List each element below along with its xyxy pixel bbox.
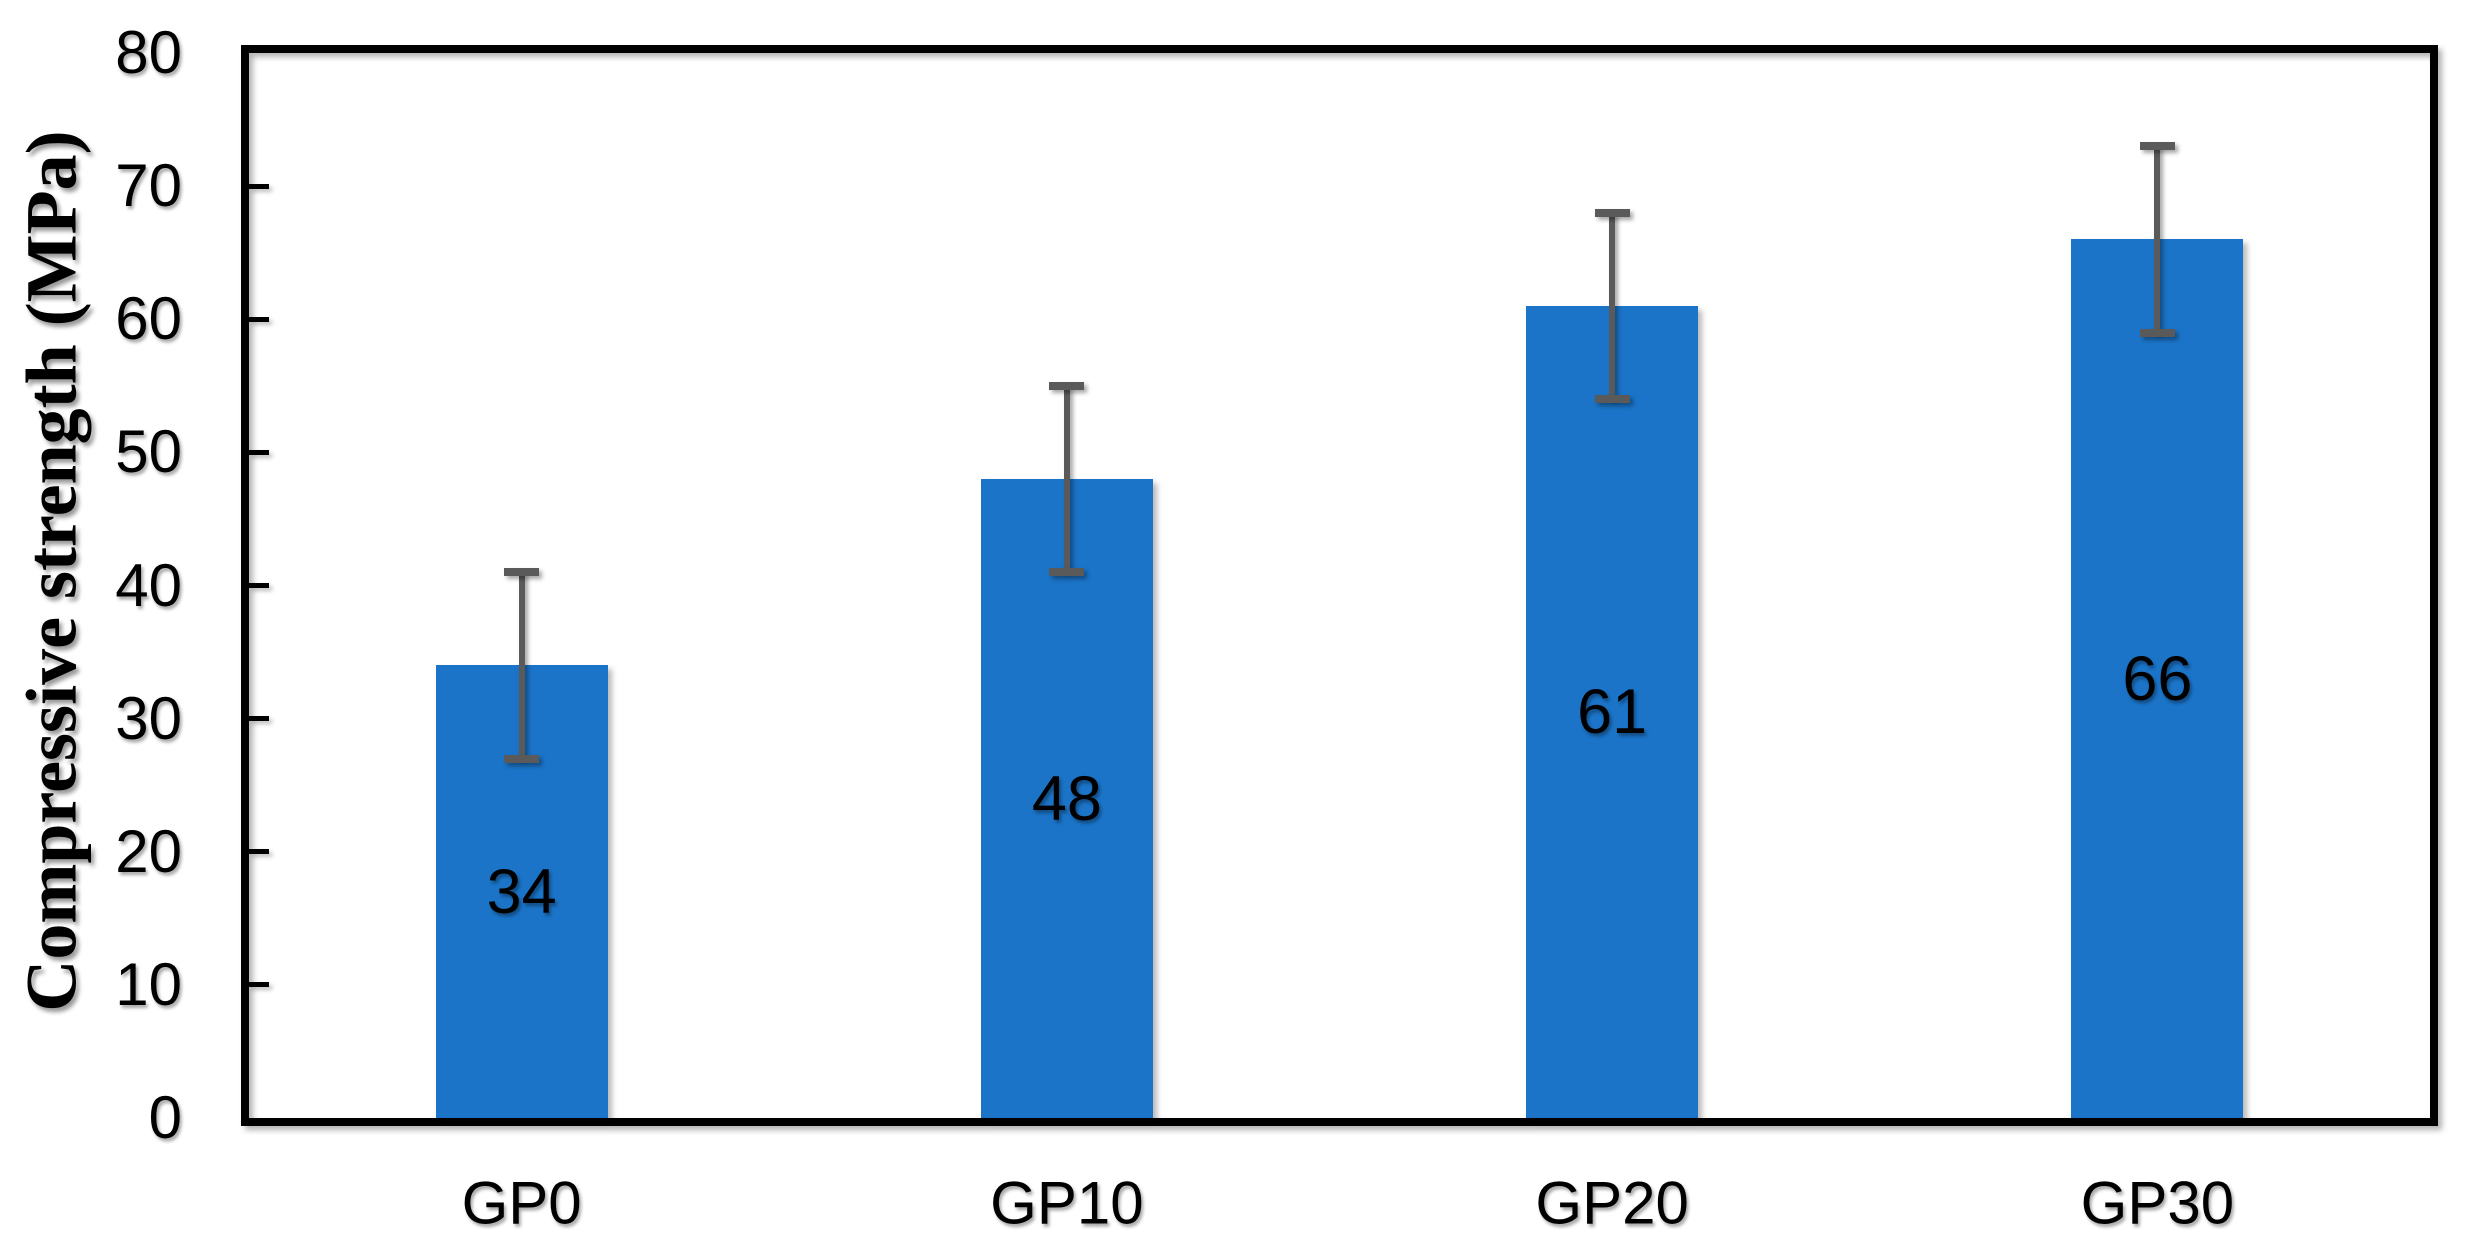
x-axis-label-GP30: GP30 — [2080, 1169, 2235, 1237]
y-axis-tick-label: 20 — [115, 817, 182, 885]
y-axis-tick-mark — [249, 449, 269, 455]
data-label: 66 — [2122, 643, 2193, 714]
error-bar-bottom-cap — [2139, 328, 2175, 337]
error-bar-line — [1609, 212, 1616, 400]
y-axis-tick-mark — [249, 583, 269, 588]
y-axis-tick-mark — [249, 849, 269, 855]
data-label: 48 — [1031, 763, 1102, 834]
error-bar-bottom-cap — [1594, 395, 1630, 404]
bar-GP10 — [980, 479, 1153, 1118]
bar-GP30 — [2071, 239, 2244, 1118]
y-axis-tick-label: 0 — [148, 1084, 182, 1151]
y-axis-tick-mark — [249, 183, 269, 189]
error-bar-line — [2154, 146, 2161, 333]
plot-area-frame — [241, 45, 2438, 1126]
error-bar-line — [1063, 385, 1070, 573]
y-axis-tick-mark — [249, 716, 269, 722]
data-label: 34 — [486, 856, 557, 927]
error-bar-top-cap — [2139, 142, 2175, 151]
y-axis-tick-label: 10 — [115, 950, 182, 1018]
error-bar-top-cap — [1049, 381, 1085, 390]
bar-GP20 — [1526, 305, 1699, 1118]
y-axis-tick-label: 50 — [115, 418, 182, 486]
x-axis-label-GP10: GP10 — [990, 1169, 1144, 1237]
x-axis-label-GP0: GP0 — [461, 1169, 582, 1237]
error-bar-bottom-cap — [1049, 568, 1085, 577]
y-axis-tick-mark — [249, 316, 269, 322]
error-bar-top-cap — [504, 568, 540, 577]
error-bar-top-cap — [1594, 208, 1630, 217]
y-axis-tick-label: 70 — [115, 152, 182, 220]
x-axis-label-GP20: GP20 — [1535, 1169, 1689, 1237]
y-axis-tick-label: 30 — [115, 684, 182, 752]
y-axis-tick-mark — [249, 982, 269, 988]
error-bar-line — [518, 572, 525, 759]
error-bar-bottom-cap — [504, 754, 540, 763]
data-label: 61 — [1577, 676, 1648, 747]
y-axis-tick-label: 80 — [115, 19, 182, 86]
y-axis-tick-label: 40 — [115, 551, 182, 619]
y-axis-tick-label: 60 — [115, 285, 182, 353]
